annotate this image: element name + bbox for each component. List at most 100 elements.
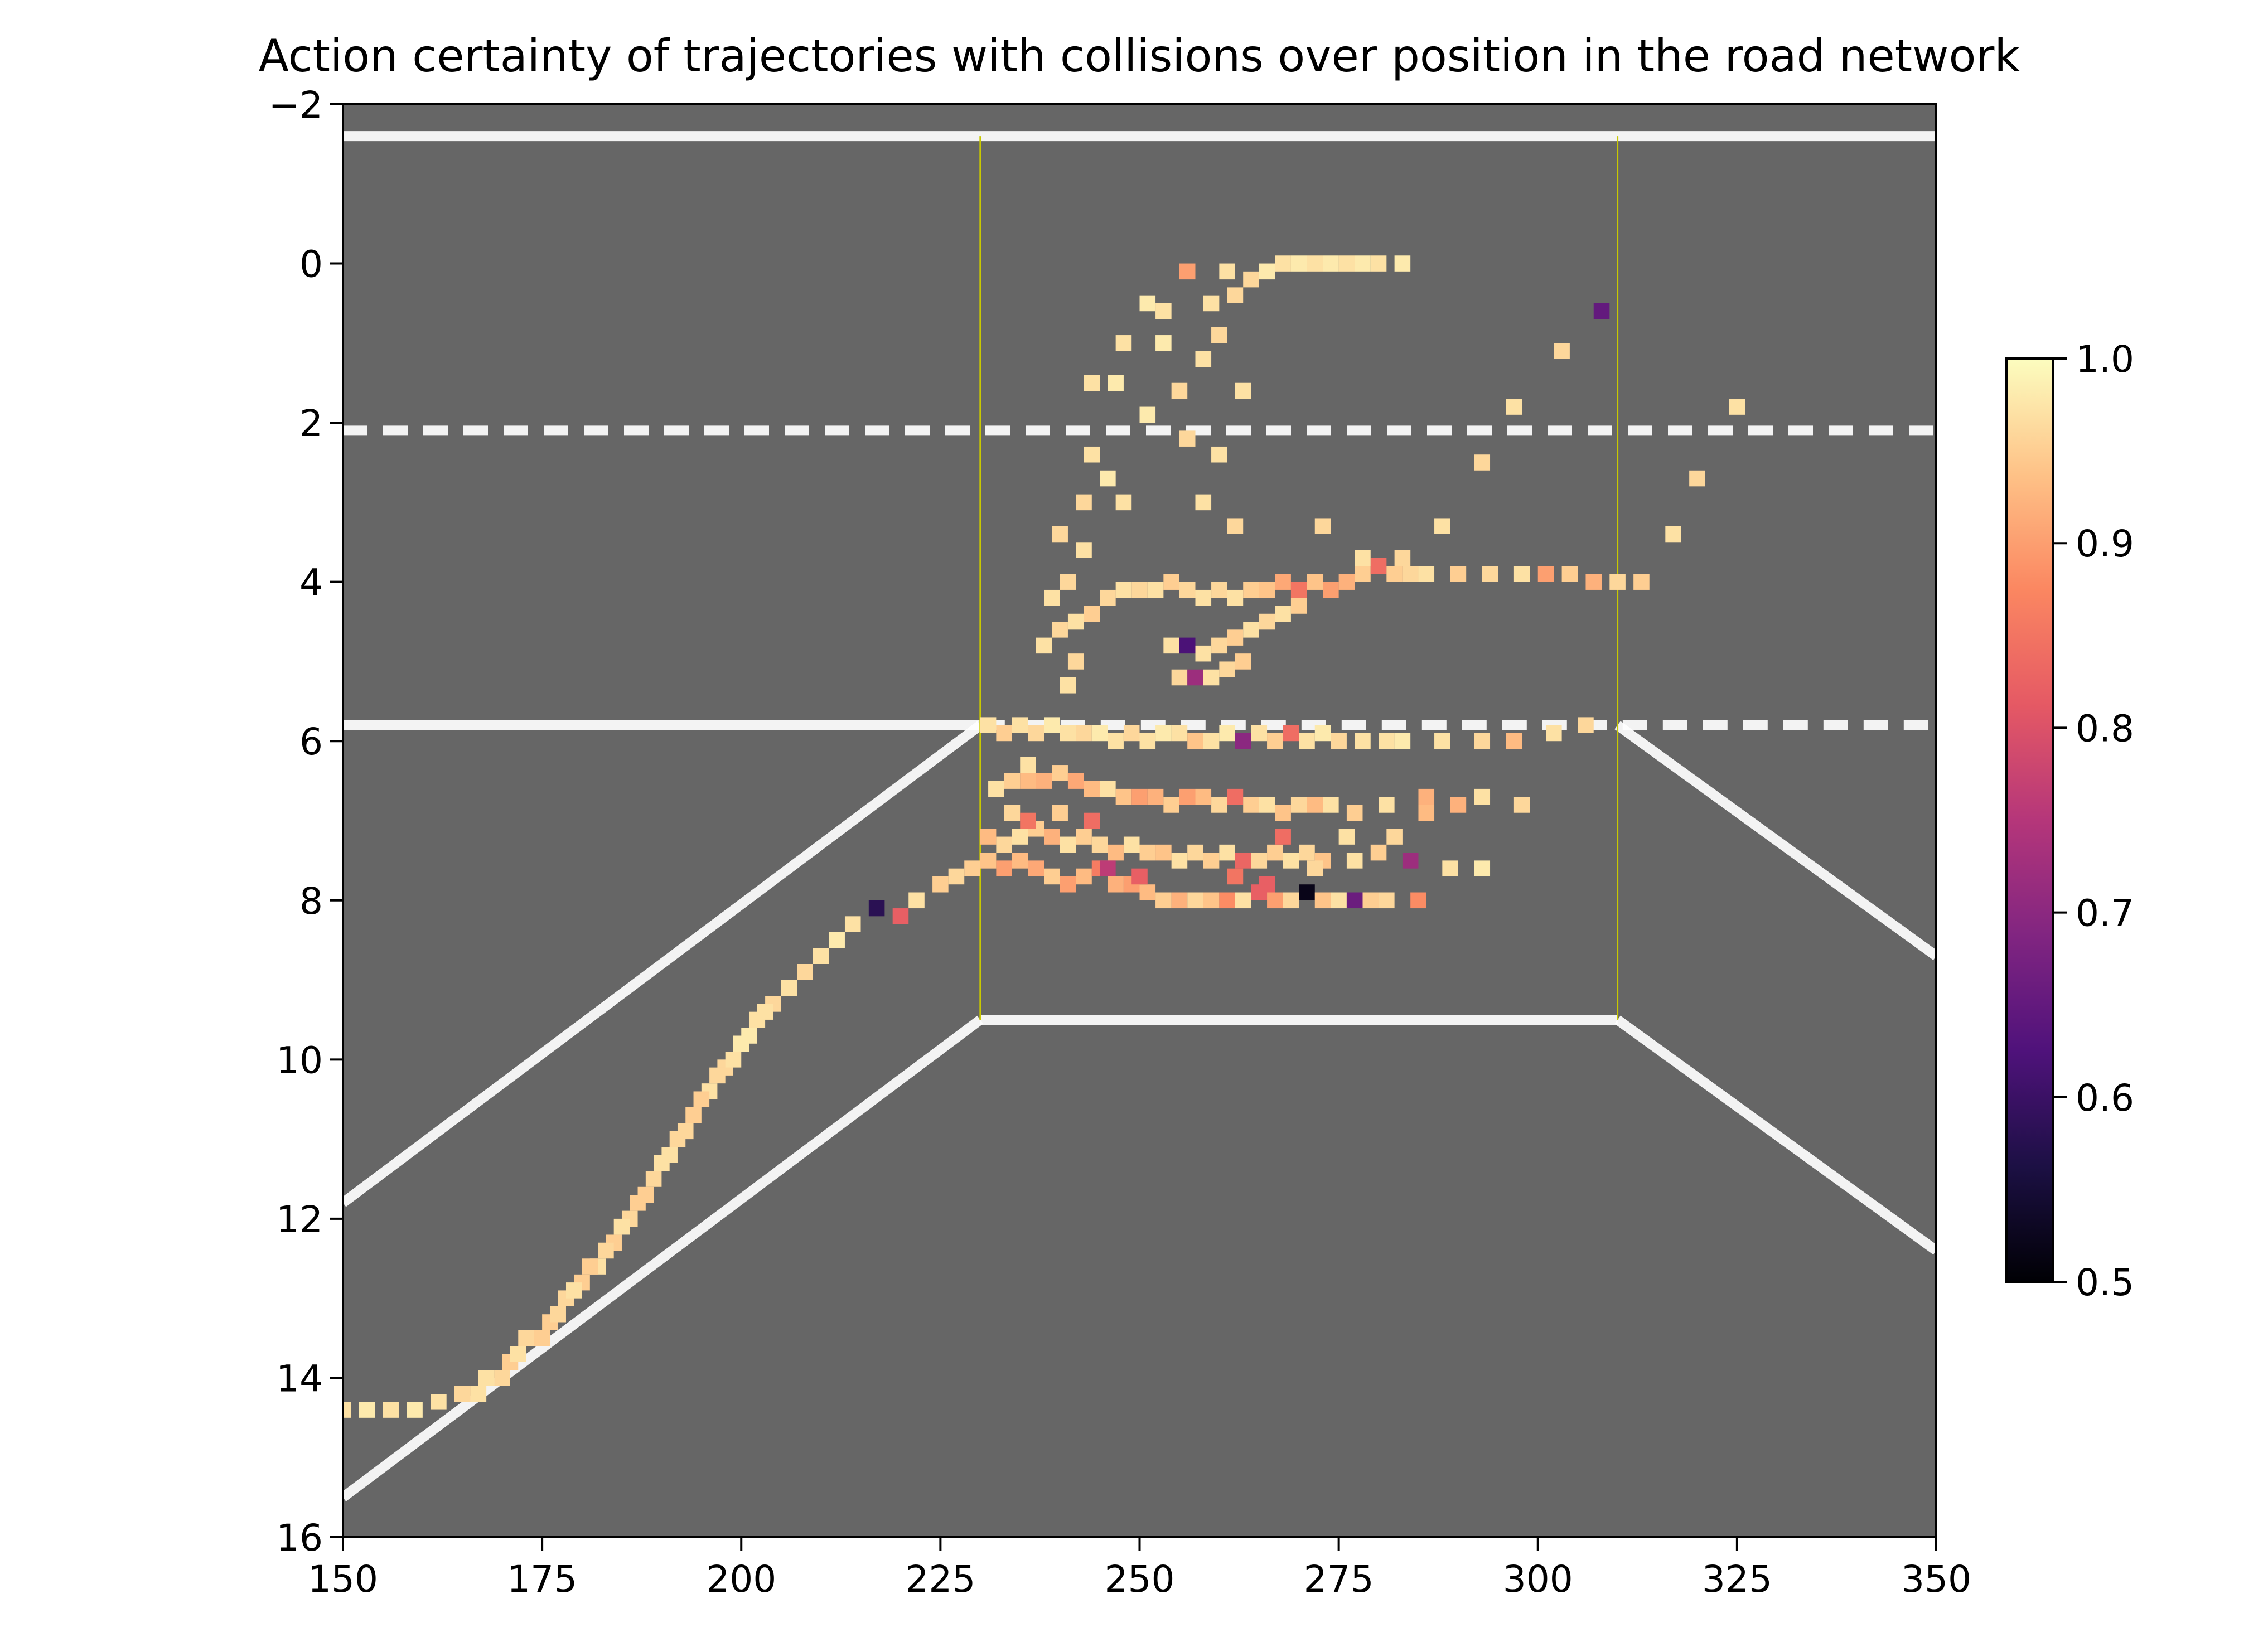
heatmap-cell: [1235, 382, 1251, 399]
heatmap-cell: [1052, 622, 1068, 638]
heatmap-cell: [980, 717, 997, 733]
heatmap-cell: [1067, 773, 1084, 789]
heatmap-cell: [645, 1171, 662, 1187]
heatmap-cell: [1259, 797, 1275, 813]
heatmap-cell: [1346, 892, 1363, 909]
heatmap-cell: [1211, 637, 1227, 654]
heatmap-cell: [1179, 788, 1196, 805]
heatmap-cell: [1290, 582, 1307, 598]
heatmap-cell: [685, 1107, 702, 1123]
heatmap-cell: [1052, 526, 1068, 543]
heatmap-cell: [1259, 263, 1275, 280]
heatmap-cell: [1100, 860, 1116, 876]
heatmap-cell: [693, 1091, 710, 1107]
heatmap-cell: [1219, 892, 1235, 909]
heatmap-cell: [1474, 733, 1491, 749]
heatmap-cell: [1004, 773, 1021, 789]
heatmap-cell: [1115, 582, 1132, 598]
heatmap-cell: [1108, 844, 1124, 861]
heatmap-cell: [1235, 733, 1251, 749]
x-tick-label: 325: [1702, 1558, 1772, 1601]
heatmap-cell: [1163, 797, 1179, 813]
heatmap-cell: [1394, 255, 1411, 272]
colorbar-tick-label: 0.5: [2076, 1261, 2134, 1304]
colorbar-tick-label: 0.9: [2076, 522, 2134, 565]
heatmap-cell: [1235, 853, 1251, 869]
heatmap-cell: [431, 1394, 447, 1410]
heatmap-cell: [1052, 765, 1068, 781]
heatmap-cell: [1394, 733, 1411, 749]
heatmap-cell: [1665, 526, 1681, 543]
heatmap-cell: [1283, 853, 1299, 869]
heatmap-cell: [1593, 303, 1610, 319]
heatmap-cell: [1076, 494, 1092, 511]
heatmap-cell: [1609, 574, 1626, 590]
heatmap-cell: [1147, 788, 1164, 805]
heatmap-cell: [1108, 375, 1124, 391]
heatmap-cell: [1012, 829, 1028, 845]
heatmap-cell: [1355, 550, 1371, 566]
heatmap-cell: [1267, 733, 1283, 749]
heatmap-cell: [1338, 574, 1355, 590]
heatmap-cell: [1537, 566, 1554, 582]
y-tick-label: −2: [269, 84, 323, 127]
heatmap-cell: [1314, 892, 1331, 909]
heatmap-cell: [1155, 844, 1172, 861]
heatmap-cell: [1267, 892, 1283, 909]
heatmap-cell: [1036, 773, 1052, 789]
heatmap-cell: [1355, 566, 1371, 582]
heatmap-cell: [1020, 812, 1036, 829]
heatmap-cell: [494, 1370, 510, 1386]
heatmap-cell: [1235, 653, 1251, 670]
heatmap-cell: [613, 1218, 630, 1235]
heatmap-cell: [1020, 773, 1036, 789]
heatmap-cell: [1100, 589, 1116, 606]
heatmap-cell: [1100, 470, 1116, 487]
heatmap-cell: [1004, 805, 1021, 821]
heatmap-cell: [1283, 725, 1299, 742]
heatmap-cell: [868, 900, 885, 917]
heatmap-cell: [1044, 868, 1060, 885]
heatmap-cell: [1275, 606, 1291, 622]
x-tick-label: 300: [1503, 1558, 1573, 1601]
heatmap-cell: [1450, 566, 1467, 582]
heatmap-cell: [1235, 892, 1251, 909]
heatmap-cell: [1084, 446, 1100, 463]
y-tick-label: 8: [299, 880, 323, 923]
heatmap-cell: [1171, 853, 1188, 869]
heatmap-cell: [1203, 295, 1220, 312]
heatmap-cell: [1203, 669, 1220, 686]
heatmap-cell: [1060, 876, 1076, 893]
heatmap-cell: [1084, 812, 1100, 829]
heatmap-cell: [1243, 271, 1259, 288]
heatmap-cell: [1211, 797, 1227, 813]
heatmap-cell: [1115, 335, 1132, 351]
heatmap-cell: [1187, 733, 1203, 749]
heatmap-cell: [1211, 446, 1227, 463]
road-markings: [343, 131, 1936, 1501]
heatmap-cell: [1243, 622, 1259, 638]
heatmap-cell: [470, 1386, 487, 1402]
heatmap-cell: [1290, 797, 1307, 813]
heatmap-cell: [478, 1370, 495, 1386]
heatmap-cell: [1474, 454, 1491, 471]
heatmap-cell: [781, 980, 797, 996]
heatmap-cell: [1386, 829, 1403, 845]
heatmap-cell: [1474, 788, 1491, 805]
heatmap-cell: [1434, 518, 1450, 534]
colorbar-ticks: 0.5 0.6 0.7 0.8 0.9 1.0: [2053, 338, 2134, 1304]
heatmap-cell: [1323, 797, 1339, 813]
heatmap-cell: [1084, 375, 1100, 391]
heatmap-cell: [1394, 550, 1411, 566]
heatmap-cell: [1179, 637, 1196, 654]
y-tick-label: 2: [299, 402, 323, 445]
heatmap-cell: [1195, 351, 1212, 367]
heatmap-cell: [1338, 255, 1355, 272]
heatmap-cell: [1346, 805, 1363, 821]
heatmap-cell: [1338, 829, 1355, 845]
heatmap-cell: [1203, 733, 1220, 749]
heatmap-cell: [1251, 853, 1268, 869]
heatmap-cell: [844, 916, 861, 932]
heatmap-cell: [1307, 797, 1323, 813]
